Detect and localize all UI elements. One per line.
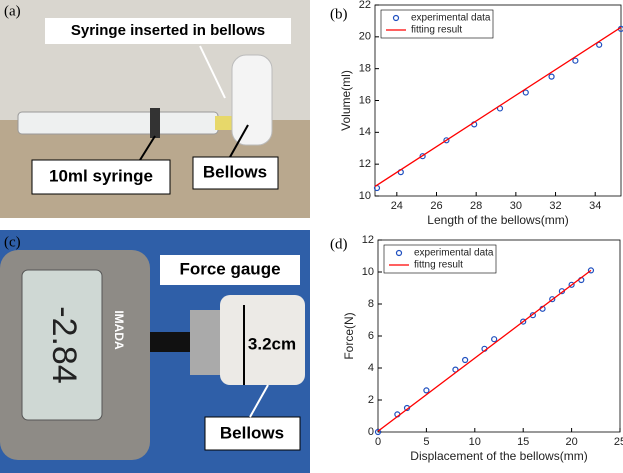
callout: Bellows <box>220 423 284 442</box>
y-tick-label: 8 <box>368 298 374 310</box>
legend-label: fittng result <box>414 260 463 271</box>
photo-c: -2.84 IMADA Force gauge 3.2cm Bellows (c… <box>0 230 310 473</box>
callout: Bellows <box>203 162 267 181</box>
legend-label: experimental data <box>411 13 491 24</box>
photo-a: Syringe inserted in bellows 10ml syringe… <box>0 0 310 218</box>
x-tick-label: 30 <box>510 200 522 212</box>
y-tick-label: 4 <box>368 362 374 374</box>
gauge-brand: IMADA <box>112 310 126 350</box>
panel-label: (d) <box>330 236 348 252</box>
x-tick-label: 5 <box>423 436 429 448</box>
y-tick-label: 22 <box>359 0 371 11</box>
x-tick-label: 32 <box>549 200 561 212</box>
y-axis-title: Volume(ml) <box>339 70 353 131</box>
figure: Syringe inserted in bellows 10ml syringe… <box>0 0 623 473</box>
x-axis-title: Length of the bellows(mm) <box>427 213 568 227</box>
clamp <box>190 310 220 375</box>
x-tick-label: 25 <box>614 436 623 448</box>
callout: 10ml syringe <box>49 166 153 185</box>
y-tick-label: 14 <box>359 126 371 138</box>
x-tick-label: 20 <box>565 436 577 448</box>
legend-label: experimental data <box>414 248 494 259</box>
callout: 3.2cm <box>248 334 296 353</box>
y-tick-label: 12 <box>362 234 374 246</box>
y-tick-label: 10 <box>359 190 371 202</box>
y-tick-label: 6 <box>368 330 374 342</box>
x-tick-label: 34 <box>589 200 601 212</box>
y-tick-label: 0 <box>368 426 374 438</box>
syringe <box>18 112 218 134</box>
x-tick-label: 10 <box>469 436 481 448</box>
panel-label: (a) <box>4 3 21 19</box>
gauge-reading: -2.84 <box>45 306 83 384</box>
bellows <box>232 55 272 145</box>
callout: Force gauge <box>179 259 280 278</box>
x-tick-label: 15 <box>517 436 529 448</box>
plunger-tip <box>150 108 160 138</box>
y-tick-label: 18 <box>359 63 371 75</box>
x-tick-label: 28 <box>470 200 482 212</box>
probe <box>150 332 190 352</box>
x-tick-label: 0 <box>375 436 381 448</box>
panel-label: (c) <box>4 234 21 250</box>
x-tick-label: 24 <box>391 200 403 212</box>
callout: Syringe inserted in bellows <box>71 22 265 39</box>
y-tick-label: 20 <box>359 31 371 43</box>
panel-label: (b) <box>330 6 348 22</box>
legend-label: fitting result <box>411 25 462 36</box>
y-tick-label: 16 <box>359 94 371 106</box>
y-axis-title: Force(N) <box>342 312 356 359</box>
x-axis-title: Displacement of the bellows(mm) <box>410 449 587 463</box>
y-tick-label: 10 <box>362 266 374 278</box>
y-tick-label: 12 <box>359 158 371 170</box>
y-tick-label: 2 <box>368 394 374 406</box>
x-tick-label: 26 <box>430 200 442 212</box>
